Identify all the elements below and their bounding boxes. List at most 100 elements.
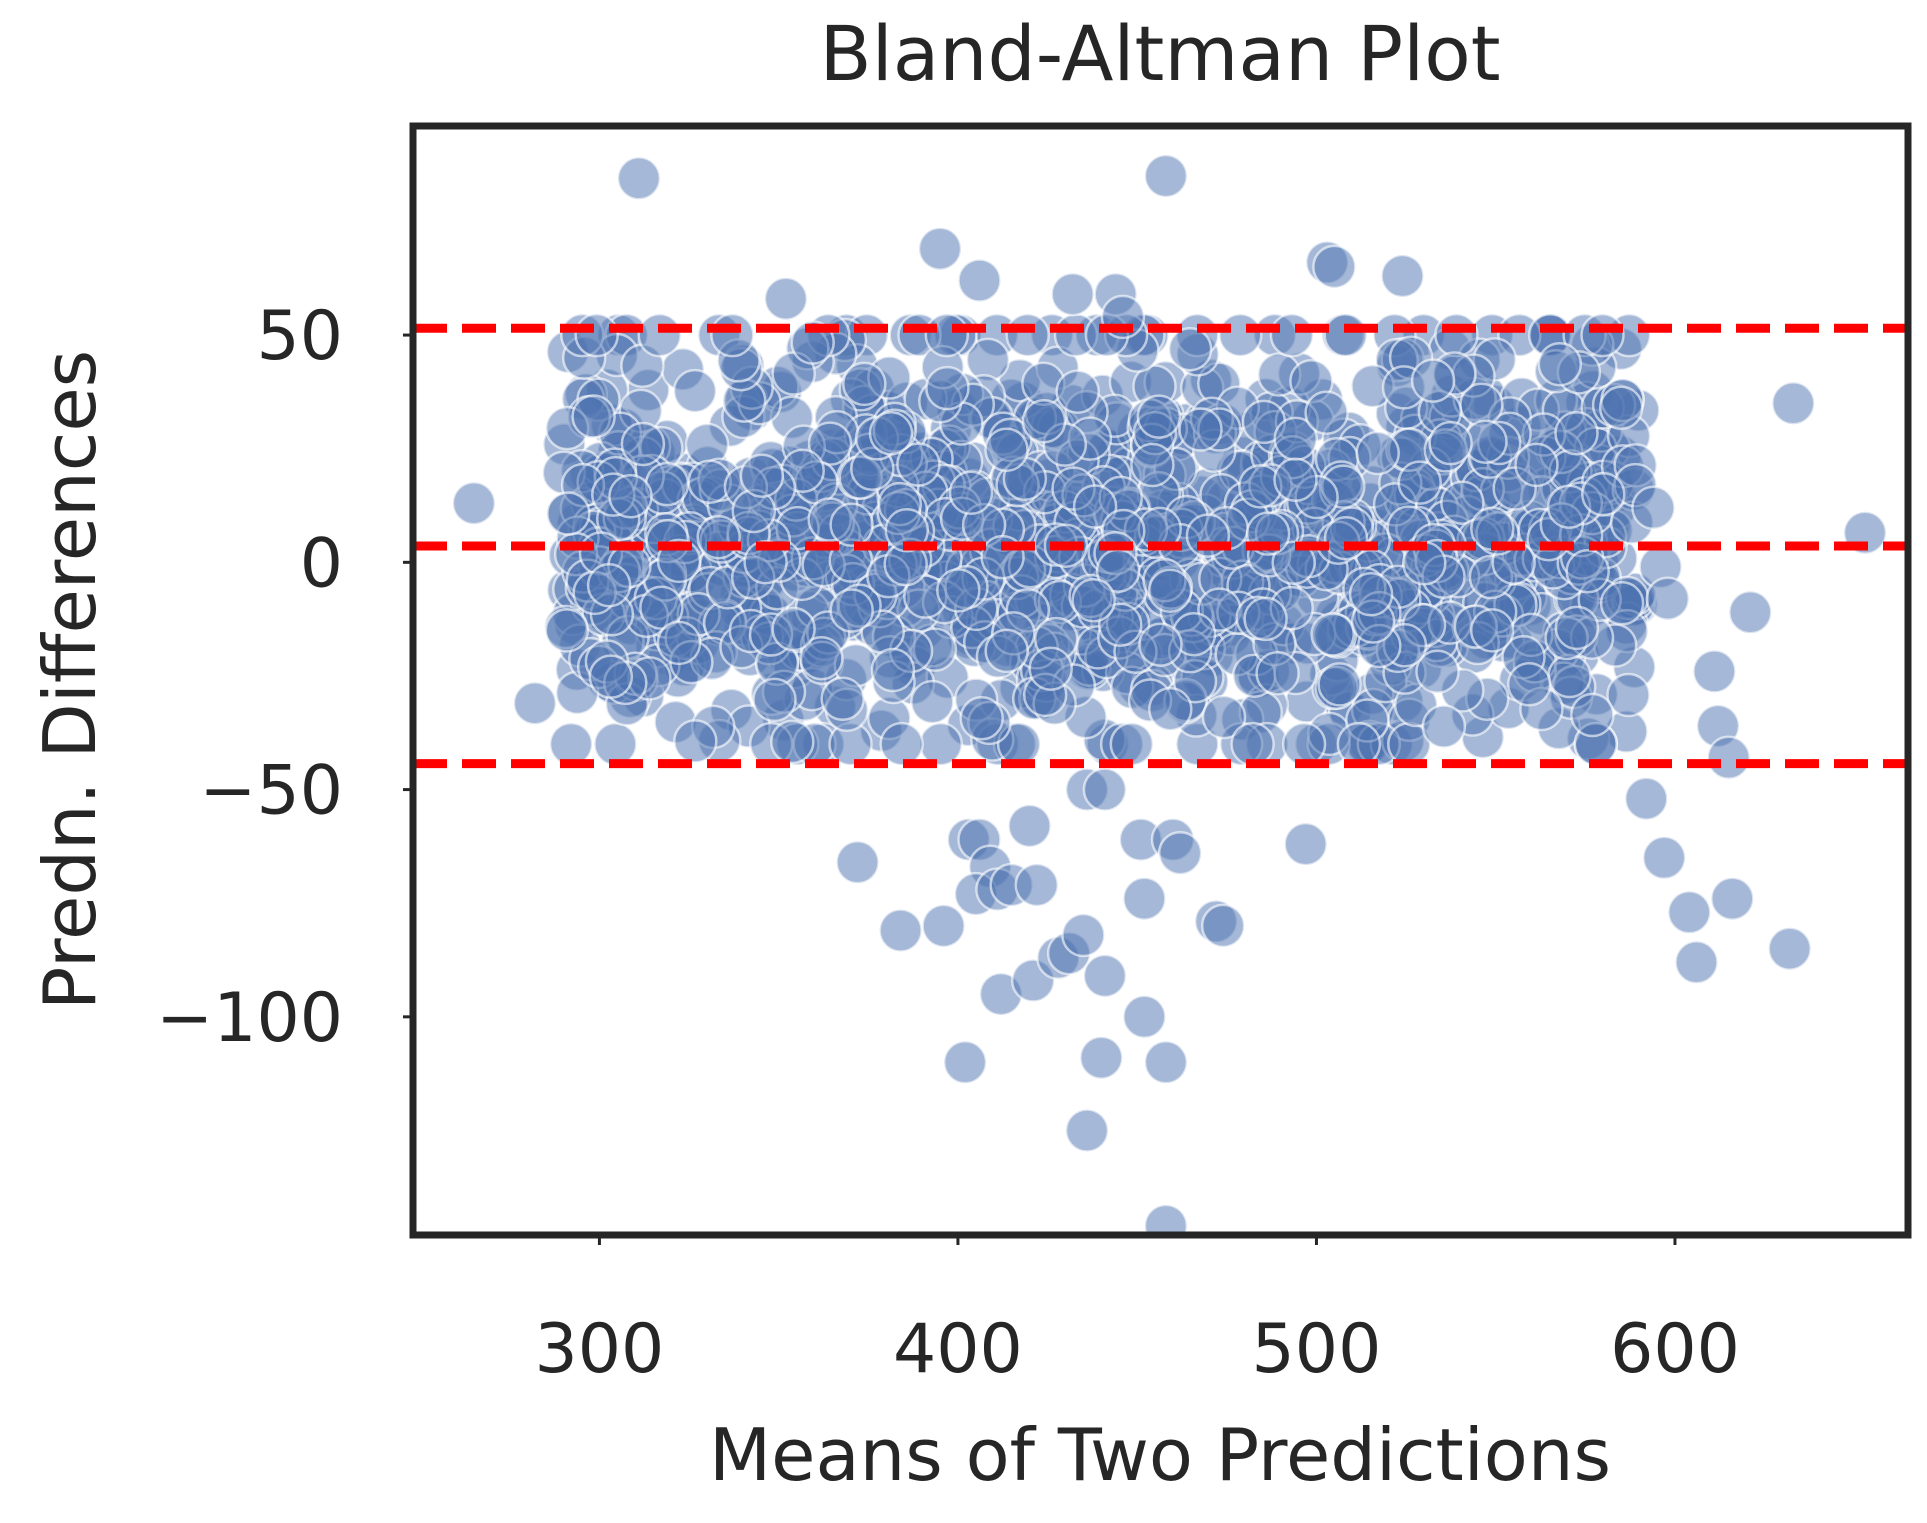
data-point bbox=[835, 840, 880, 885]
data-point bbox=[451, 480, 497, 526]
x-axis-label: Means of Two Predictions bbox=[709, 1413, 1611, 1497]
data-point bbox=[588, 654, 634, 699]
data-point bbox=[1230, 721, 1275, 767]
data-point bbox=[1380, 253, 1425, 299]
data-point bbox=[957, 258, 1002, 303]
data-point bbox=[1434, 312, 1479, 358]
data-point bbox=[710, 312, 755, 358]
data-point bbox=[544, 608, 590, 653]
data-point bbox=[1348, 572, 1394, 617]
data-point bbox=[921, 903, 966, 949]
data-point bbox=[1007, 803, 1052, 849]
data-point bbox=[696, 514, 741, 560]
data-point bbox=[1143, 1203, 1189, 1235]
data-point bbox=[1421, 704, 1467, 749]
data-point bbox=[1692, 649, 1737, 694]
data-point bbox=[918, 721, 964, 767]
y-axis-label: Predn. Differences bbox=[28, 350, 112, 1010]
data-point bbox=[616, 156, 662, 201]
data-point bbox=[512, 680, 558, 726]
y-axis-ticks: −100 −50 0 50 bbox=[156, 297, 413, 1058]
data-point bbox=[1273, 457, 1318, 503]
data-point bbox=[571, 394, 616, 439]
data-point bbox=[1148, 686, 1193, 732]
data-point bbox=[1317, 662, 1362, 707]
data-point bbox=[868, 411, 914, 456]
data-point bbox=[1271, 540, 1316, 586]
data-point bbox=[1082, 767, 1128, 812]
x-axis-ticks: 300 400 500 600 bbox=[535, 1235, 1740, 1389]
data-point bbox=[820, 676, 865, 722]
data-point bbox=[770, 719, 815, 765]
data-point bbox=[842, 361, 887, 407]
data-point bbox=[1014, 862, 1060, 908]
data-point bbox=[586, 562, 632, 608]
data-point bbox=[1428, 420, 1473, 466]
data-point bbox=[752, 677, 797, 723]
data-point bbox=[1218, 312, 1263, 358]
data-point bbox=[593, 721, 638, 767]
data-point bbox=[1674, 940, 1719, 985]
data-point bbox=[1624, 776, 1669, 821]
data-point bbox=[910, 679, 955, 725]
data-point bbox=[1641, 835, 1687, 881]
data-point bbox=[948, 470, 994, 516]
data-point bbox=[1143, 1040, 1189, 1085]
data-point bbox=[771, 606, 816, 652]
data-point bbox=[1304, 390, 1349, 435]
data-point bbox=[1269, 312, 1315, 358]
data-point bbox=[743, 539, 788, 585]
data-point bbox=[1201, 694, 1247, 740]
data-point bbox=[1767, 926, 1812, 971]
data-point bbox=[1599, 581, 1645, 626]
data-point bbox=[1079, 1035, 1124, 1080]
data-point bbox=[546, 491, 591, 536]
data-point bbox=[1122, 876, 1167, 921]
data-point bbox=[1537, 341, 1583, 387]
x-tick-label: 600 bbox=[1610, 1310, 1740, 1389]
chart-title: Bland-Altman Plot bbox=[819, 9, 1500, 98]
data-point bbox=[1323, 312, 1368, 358]
data-point bbox=[673, 719, 718, 764]
data-point bbox=[807, 421, 853, 466]
data-point bbox=[924, 312, 970, 358]
y-tick-label: 0 bbox=[300, 524, 343, 603]
data-point bbox=[936, 568, 981, 613]
data-point bbox=[1728, 590, 1773, 635]
y-tick-label: −100 bbox=[156, 979, 343, 1058]
data-point bbox=[1050, 271, 1095, 317]
data-point bbox=[1771, 381, 1816, 426]
data-point bbox=[1710, 876, 1755, 921]
data-point bbox=[1021, 398, 1067, 444]
data-point bbox=[1440, 480, 1485, 525]
data-point bbox=[1122, 994, 1167, 1040]
data-point bbox=[1138, 622, 1183, 667]
data-point bbox=[1061, 912, 1106, 958]
data-point bbox=[959, 696, 1004, 741]
data-point bbox=[1580, 312, 1625, 358]
data-point bbox=[879, 721, 924, 767]
x-tick-label: 500 bbox=[1252, 1310, 1382, 1389]
data-point bbox=[1130, 442, 1175, 488]
data-point bbox=[1312, 244, 1357, 290]
data-point bbox=[1547, 653, 1592, 699]
data-point bbox=[1565, 549, 1610, 594]
data-point bbox=[620, 421, 666, 467]
x-tick-label: 300 bbox=[535, 1310, 665, 1389]
data-point bbox=[1082, 953, 1128, 999]
reference-lines bbox=[413, 323, 1908, 769]
y-tick-label: 50 bbox=[256, 297, 343, 376]
data-point bbox=[1336, 721, 1382, 767]
data-point bbox=[1005, 312, 1050, 358]
data-point bbox=[870, 647, 916, 693]
x-tick-label: 400 bbox=[893, 1310, 1023, 1389]
data-point bbox=[1554, 410, 1599, 456]
data-point bbox=[1310, 612, 1355, 657]
data-point bbox=[1606, 672, 1651, 718]
data-point bbox=[1506, 662, 1552, 707]
data-point bbox=[829, 502, 874, 548]
data-point bbox=[763, 276, 809, 321]
data-point bbox=[1397, 460, 1442, 505]
data-point bbox=[1109, 721, 1155, 767]
